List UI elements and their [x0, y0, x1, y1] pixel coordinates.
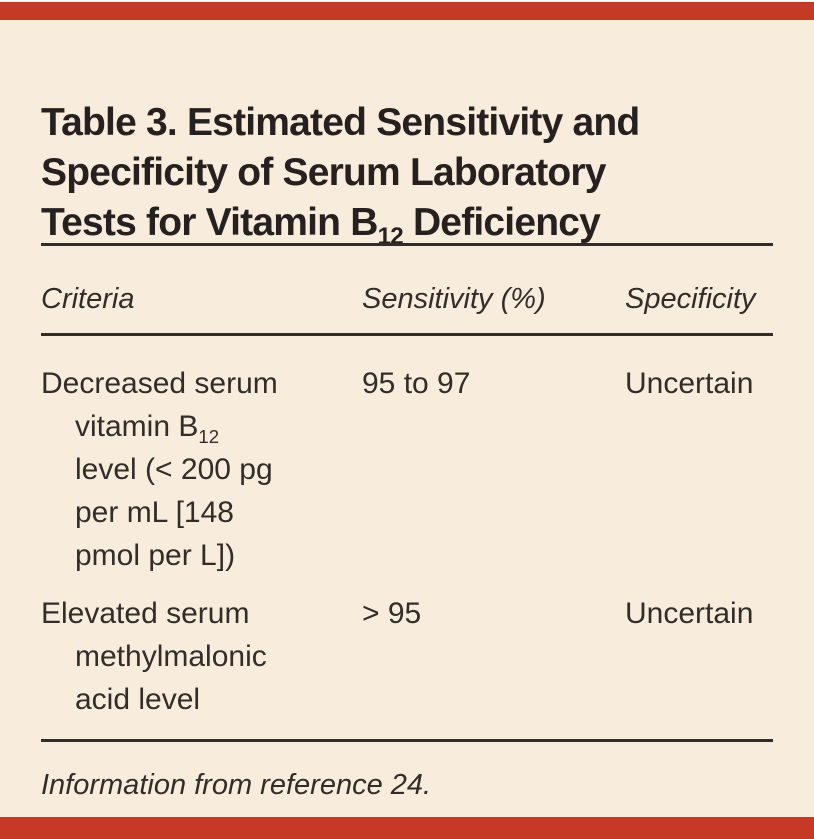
column-header-specificity: Specificity: [625, 283, 756, 315]
divider-top: [41, 243, 773, 246]
vitamin-b12-subscript: 12: [198, 426, 220, 447]
divider-bottom: [41, 739, 773, 742]
sensitivity-cell: 95 to 97: [362, 367, 471, 400]
top-accent-bar: [0, 2, 814, 20]
criteria-cell: Elevated serum methylmalonic acid level: [41, 592, 362, 721]
specificity-cell: Uncertain: [625, 367, 754, 400]
table-title-line3-pre: Tests for Vitamin B: [41, 201, 378, 245]
criteria-line: level (< 200 pg: [75, 453, 273, 486]
specificity-cell: Uncertain: [625, 597, 754, 630]
table-background: Table 3. Estimated Sensitivity and Speci…: [0, 20, 814, 817]
source-footnote: Information from reference 24.: [41, 769, 432, 801]
sensitivity-cell: > 95: [362, 597, 422, 630]
table-row: Decreased serum vitamin B12 level (< 200…: [41, 362, 773, 577]
table-title-line1: Table 3. Estimated Sensitivity and: [41, 101, 640, 145]
criteria-line: acid level: [75, 683, 201, 716]
table-title-line2: Specificity of Serum Laboratory: [41, 151, 606, 195]
bottom-accent-bar: [0, 817, 814, 839]
criteria-line: pmol per L]): [75, 539, 236, 572]
table-title-line3-post: Deficiency: [402, 201, 601, 245]
column-header-criteria: Criteria: [41, 283, 135, 315]
vitamin-b12-subscript: 12: [377, 223, 404, 251]
criteria-line: vitamin B12: [75, 410, 220, 447]
criteria-line: Elevated serum: [41, 597, 250, 630]
criteria-line: Decreased serum: [41, 367, 278, 400]
column-header-sensitivity: Sensitivity (%): [362, 283, 546, 315]
table-title: Table 3. Estimated Sensitivity and Speci…: [41, 98, 747, 248]
column-header-row: Criteria Sensitivity (%) Specificity: [41, 280, 773, 318]
divider-header: [41, 333, 773, 336]
criteria-line: methylmalonic: [75, 640, 267, 673]
criteria-line: per mL [148: [75, 496, 234, 529]
table-row: Elevated serum methylmalonic acid level …: [41, 592, 773, 721]
criteria-cell: Decreased serum vitamin B12 level (< 200…: [41, 362, 362, 577]
